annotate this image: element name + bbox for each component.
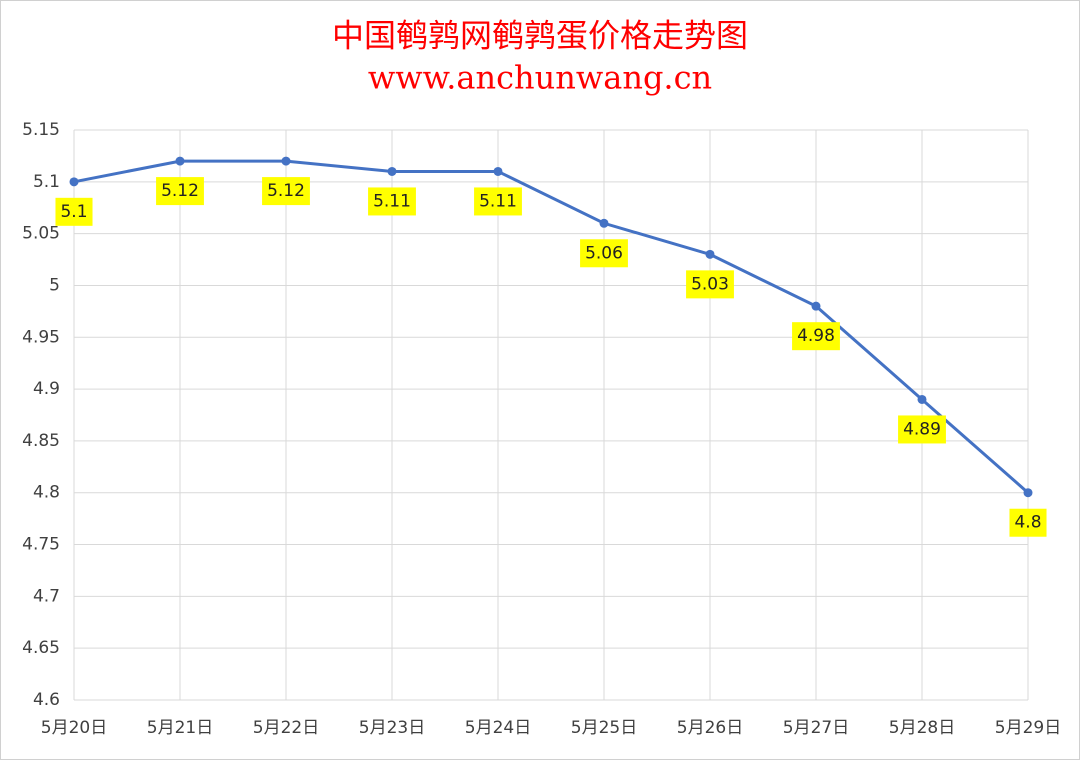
- y-tick-label: 4.75: [22, 535, 60, 555]
- data-label-background: [262, 177, 310, 206]
- y-tick-label: 4.9: [33, 379, 60, 399]
- data-label-background: [474, 187, 522, 216]
- data-point: [69, 177, 79, 187]
- y-tick-label: 4.65: [22, 638, 60, 658]
- data-label-background: [898, 415, 946, 444]
- data-label-background: [686, 270, 734, 299]
- data-point: [599, 218, 609, 228]
- data-label-background: [792, 322, 840, 351]
- data-label: 5.11: [373, 191, 411, 211]
- x-tick-label: 5月26日: [677, 718, 743, 738]
- x-tick-label: 5月24日: [465, 718, 531, 738]
- x-tick-label: 5月25日: [571, 718, 637, 738]
- x-tick-label: 5月22日: [253, 718, 319, 738]
- x-tick-label: 5月29日: [995, 718, 1061, 738]
- chart-subtitle: www.anchunwang.cn: [368, 59, 712, 97]
- data-point: [175, 156, 185, 166]
- data-label: 5.06: [585, 243, 623, 263]
- y-tick-label: 4.95: [22, 327, 60, 347]
- data-label: 4.98: [797, 326, 835, 346]
- data-point: [493, 166, 503, 176]
- y-tick-label: 4.8: [33, 483, 60, 503]
- data-label: 5.11: [479, 191, 517, 211]
- y-tick-label: 5.05: [22, 224, 60, 244]
- x-tick-label: 5月20日: [41, 718, 107, 738]
- data-label: 4.8: [1014, 513, 1041, 533]
- data-label: 5.1: [60, 202, 87, 222]
- x-tick-label: 5月27日: [783, 718, 849, 738]
- data-label: 4.89: [903, 419, 941, 439]
- data-label-background: [580, 239, 628, 268]
- x-tick-label: 5月28日: [889, 718, 955, 738]
- y-tick-label: 5.15: [22, 120, 60, 140]
- data-label-background: [156, 177, 204, 206]
- data-label-background: [55, 197, 93, 226]
- y-tick-label: 5.1: [33, 172, 60, 192]
- data-label-background: [1009, 508, 1047, 537]
- data-point: [917, 394, 927, 404]
- data-point: [387, 166, 397, 176]
- x-tick-label: 5月23日: [359, 718, 425, 738]
- data-point: [281, 156, 291, 166]
- chart-title: 中国鹌鹑网鹌鹑蛋价格走势图: [332, 17, 748, 55]
- y-tick-label: 4.6: [33, 690, 60, 710]
- data-point: [1023, 488, 1033, 498]
- data-label: 5.12: [161, 181, 199, 201]
- data-point: [705, 249, 715, 259]
- y-tick-label: 5: [49, 275, 60, 295]
- x-tick-label: 5月21日: [147, 718, 213, 738]
- data-label: 5.03: [691, 274, 729, 294]
- data-label: 5.12: [267, 181, 305, 201]
- data-label-background: [368, 187, 416, 216]
- y-tick-label: 4.85: [22, 431, 60, 451]
- y-tick-label: 4.7: [33, 586, 60, 606]
- series-line: [73, 159, 1029, 494]
- data-point: [811, 301, 821, 311]
